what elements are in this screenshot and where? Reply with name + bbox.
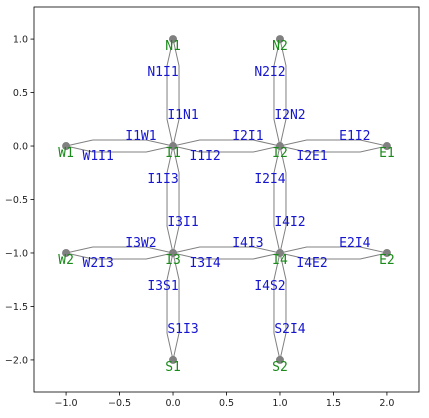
edge-label-i3w2: I3W2 bbox=[125, 236, 156, 251]
node-i1 bbox=[169, 142, 178, 151]
edge-i3i4 bbox=[172, 252, 281, 260]
edge-e1i2 bbox=[279, 139, 388, 147]
x-axis: −1.0 −0.5 0.0 0.5 1.0 1.5 2.0 bbox=[55, 392, 394, 409]
node-label-s1: S1 bbox=[165, 360, 181, 375]
edge-label-e2i4: E2I4 bbox=[339, 236, 370, 251]
edge-n1i1 bbox=[166, 38, 174, 147]
node-label-n2: N2 bbox=[272, 39, 288, 54]
edge-label-i4i3: I4I3 bbox=[232, 236, 263, 251]
edge-label-i4e2: I4E2 bbox=[296, 256, 327, 271]
node-e1 bbox=[382, 142, 391, 151]
node-label-e2: E2 bbox=[379, 253, 395, 268]
edge-e2i4 bbox=[279, 246, 388, 254]
y-tick-label: −1.0 bbox=[5, 248, 28, 259]
node-n1 bbox=[169, 35, 178, 44]
edge-i4i3 bbox=[172, 246, 281, 254]
node-w2 bbox=[62, 248, 71, 257]
nodes-layer bbox=[62, 35, 391, 364]
edge-n2i2 bbox=[273, 38, 281, 147]
x-tick-label: 2.0 bbox=[379, 398, 394, 409]
edge-i2i1 bbox=[172, 139, 281, 147]
edge-i1i2 bbox=[172, 145, 281, 153]
edge-i3i1 bbox=[172, 145, 180, 254]
node-i3 bbox=[169, 248, 178, 257]
edges-layer bbox=[65, 38, 388, 361]
edge-label-i4i2: I4I2 bbox=[274, 215, 305, 230]
edge-i2n2 bbox=[279, 38, 287, 147]
edge-labels-layer: N1I1I1N1N2I2I2N2W1I1I1W1I1I2I2I1I2E1E1I2… bbox=[83, 65, 371, 337]
node-label-i3: I3 bbox=[165, 253, 181, 268]
y-tick-label: −2.0 bbox=[5, 355, 28, 366]
y-tick-label: 1.0 bbox=[13, 35, 28, 46]
node-label-w1: W1 bbox=[58, 146, 74, 161]
x-tick-label: −0.5 bbox=[108, 398, 131, 409]
node-s2 bbox=[275, 355, 284, 364]
edge-label-i1n1: I1N1 bbox=[167, 108, 198, 123]
edge-label-i3i4: I3I4 bbox=[189, 256, 220, 271]
node-e2 bbox=[382, 248, 391, 257]
edge-label-w1i1: W1I1 bbox=[83, 149, 114, 164]
node-s1 bbox=[169, 355, 178, 364]
node-n2 bbox=[275, 35, 284, 44]
y-tick-label: −0.5 bbox=[5, 195, 28, 206]
y-tick-label: −1.5 bbox=[5, 302, 28, 313]
edge-label-i1i3: I1I3 bbox=[147, 172, 178, 187]
node-i2 bbox=[275, 142, 284, 151]
edge-w1i1 bbox=[65, 145, 174, 153]
edge-label-w2i3: W2I3 bbox=[83, 256, 114, 271]
edge-i2i4 bbox=[273, 145, 281, 254]
edge-label-s1i3: S1I3 bbox=[167, 322, 198, 337]
x-tick-label: 1.5 bbox=[326, 398, 341, 409]
edge-label-i2n2: I2N2 bbox=[274, 108, 305, 123]
edge-s1i3 bbox=[172, 252, 180, 361]
node-label-i1: I1 bbox=[165, 146, 181, 161]
edge-label-i4s2: I4S2 bbox=[254, 279, 285, 294]
x-tick-label: 1.0 bbox=[272, 398, 287, 409]
node-i4 bbox=[275, 248, 284, 257]
node-label-i4: I4 bbox=[272, 253, 288, 268]
edge-label-e1i2: E1I2 bbox=[339, 129, 370, 144]
edge-i1w1 bbox=[65, 139, 174, 147]
x-tick-label: 0.0 bbox=[165, 398, 180, 409]
edge-i4e2 bbox=[279, 252, 388, 260]
edge-w2i3 bbox=[65, 252, 174, 260]
node-label-w2: W2 bbox=[58, 253, 74, 268]
edge-i4i2 bbox=[279, 145, 287, 254]
edge-i1n1 bbox=[172, 38, 180, 147]
edge-label-i2e1: I2E1 bbox=[296, 149, 327, 164]
node-w1 bbox=[62, 142, 71, 151]
y-axis: 1.0 0.5 0.0 −0.5 −1.0 −1.5 −2.0 bbox=[5, 35, 34, 366]
edge-i2e1 bbox=[279, 145, 388, 153]
edge-label-i3s1: I3S1 bbox=[147, 279, 178, 294]
edge-label-i1w1: I1W1 bbox=[125, 129, 156, 144]
edge-i3s1 bbox=[166, 252, 174, 361]
edge-label-i2i4: I2I4 bbox=[254, 172, 285, 187]
x-tick-label: −1.0 bbox=[55, 398, 78, 409]
edge-i4s2 bbox=[273, 252, 281, 361]
node-label-n1: N1 bbox=[165, 39, 181, 54]
edge-label-n2i2: N2I2 bbox=[254, 65, 285, 80]
edge-i3w2 bbox=[65, 246, 174, 254]
node-label-e1: E1 bbox=[379, 146, 395, 161]
node-label-s2: S2 bbox=[272, 360, 288, 375]
x-tick-label: 0.5 bbox=[219, 398, 234, 409]
node-label-i2: I2 bbox=[272, 146, 288, 161]
edge-label-i2i1: I2I1 bbox=[232, 129, 263, 144]
plot-frame bbox=[33, 6, 420, 393]
edge-label-n1i1: N1I1 bbox=[147, 65, 178, 80]
edge-label-i1i2: I1I2 bbox=[189, 149, 220, 164]
edge-label-i3i1: I3I1 bbox=[167, 215, 198, 230]
y-tick-label: 0.0 bbox=[13, 142, 28, 153]
edge-i1i3 bbox=[166, 145, 174, 254]
edge-label-s2i4: S2I4 bbox=[274, 322, 305, 337]
edge-s2i4 bbox=[279, 252, 287, 361]
y-tick-label: 0.5 bbox=[13, 88, 28, 99]
